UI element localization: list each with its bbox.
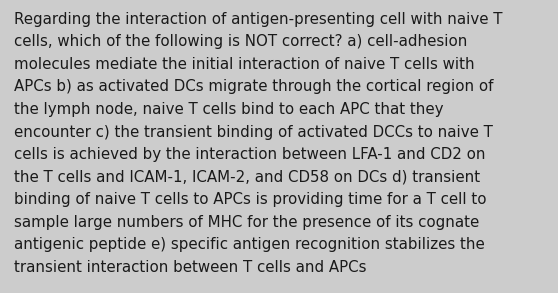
Text: antigenic peptide e) specific antigen recognition stabilizes the: antigenic peptide e) specific antigen re… bbox=[14, 237, 485, 252]
Text: cells is achieved by the interaction between LFA-1 and CD2 on: cells is achieved by the interaction bet… bbox=[14, 147, 485, 162]
Text: encounter c) the transient binding of activated DCCs to naive T: encounter c) the transient binding of ac… bbox=[14, 125, 493, 139]
Text: the T cells and ICAM-1, ICAM-2, and CD58 on DCs d) transient: the T cells and ICAM-1, ICAM-2, and CD58… bbox=[14, 170, 480, 185]
Text: binding of naive T cells to APCs is providing time for a T cell to: binding of naive T cells to APCs is prov… bbox=[14, 192, 487, 207]
Text: cells, which of the following is NOT correct? a) cell-adhesion: cells, which of the following is NOT cor… bbox=[14, 34, 468, 49]
Text: APCs b) as activated DCs migrate through the cortical region of: APCs b) as activated DCs migrate through… bbox=[14, 79, 493, 94]
Text: sample large numbers of MHC for the presence of its cognate: sample large numbers of MHC for the pres… bbox=[14, 215, 479, 230]
Text: Regarding the interaction of antigen-presenting cell with naive T: Regarding the interaction of antigen-pre… bbox=[14, 12, 502, 27]
Text: molecules mediate the initial interaction of naive T cells with: molecules mediate the initial interactio… bbox=[14, 57, 474, 72]
Text: the lymph node, naive T cells bind to each APC that they: the lymph node, naive T cells bind to ea… bbox=[14, 102, 444, 117]
Text: transient interaction between T cells and APCs: transient interaction between T cells an… bbox=[14, 260, 367, 275]
